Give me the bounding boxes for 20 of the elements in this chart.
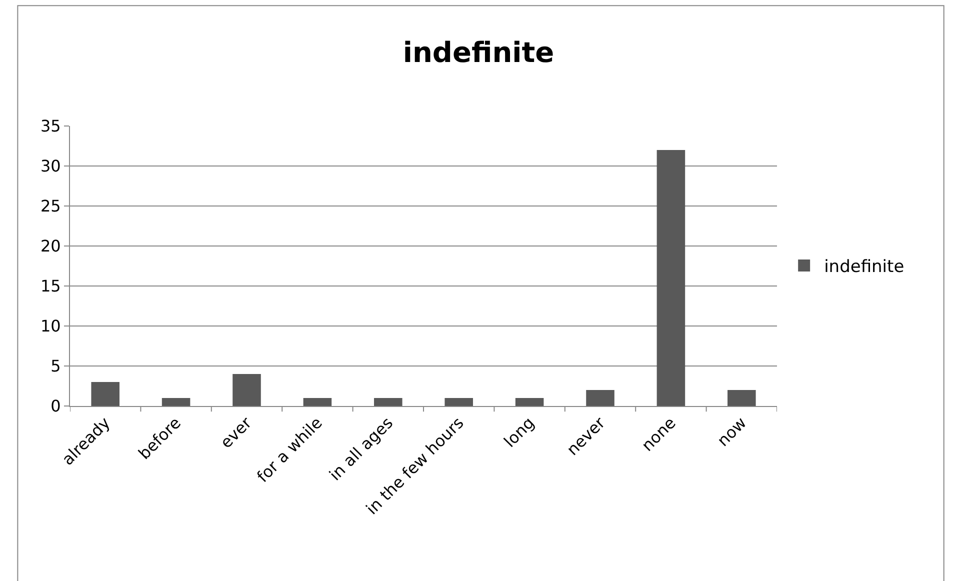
y-tick-label: 30 [40, 156, 61, 176]
legend-label: indefinite [824, 257, 904, 278]
bar [232, 374, 261, 406]
bar [91, 382, 120, 406]
bar [374, 398, 402, 406]
y-tick-label: 35 [40, 116, 61, 136]
bar [728, 390, 756, 406]
y-tick-label: 0 [50, 396, 61, 416]
bar [515, 398, 544, 406]
y-tick-label: 15 [40, 276, 61, 296]
bar [303, 398, 332, 406]
bar [444, 398, 473, 406]
bar [162, 398, 190, 406]
bar [586, 390, 614, 406]
y-tick-label: 25 [40, 196, 61, 216]
y-tick-label: 20 [40, 236, 61, 256]
y-tick-label: 5 [50, 356, 61, 376]
y-tick-label: 10 [40, 316, 61, 336]
bar [656, 150, 686, 406]
chart-title: indefinite [402, 36, 554, 70]
